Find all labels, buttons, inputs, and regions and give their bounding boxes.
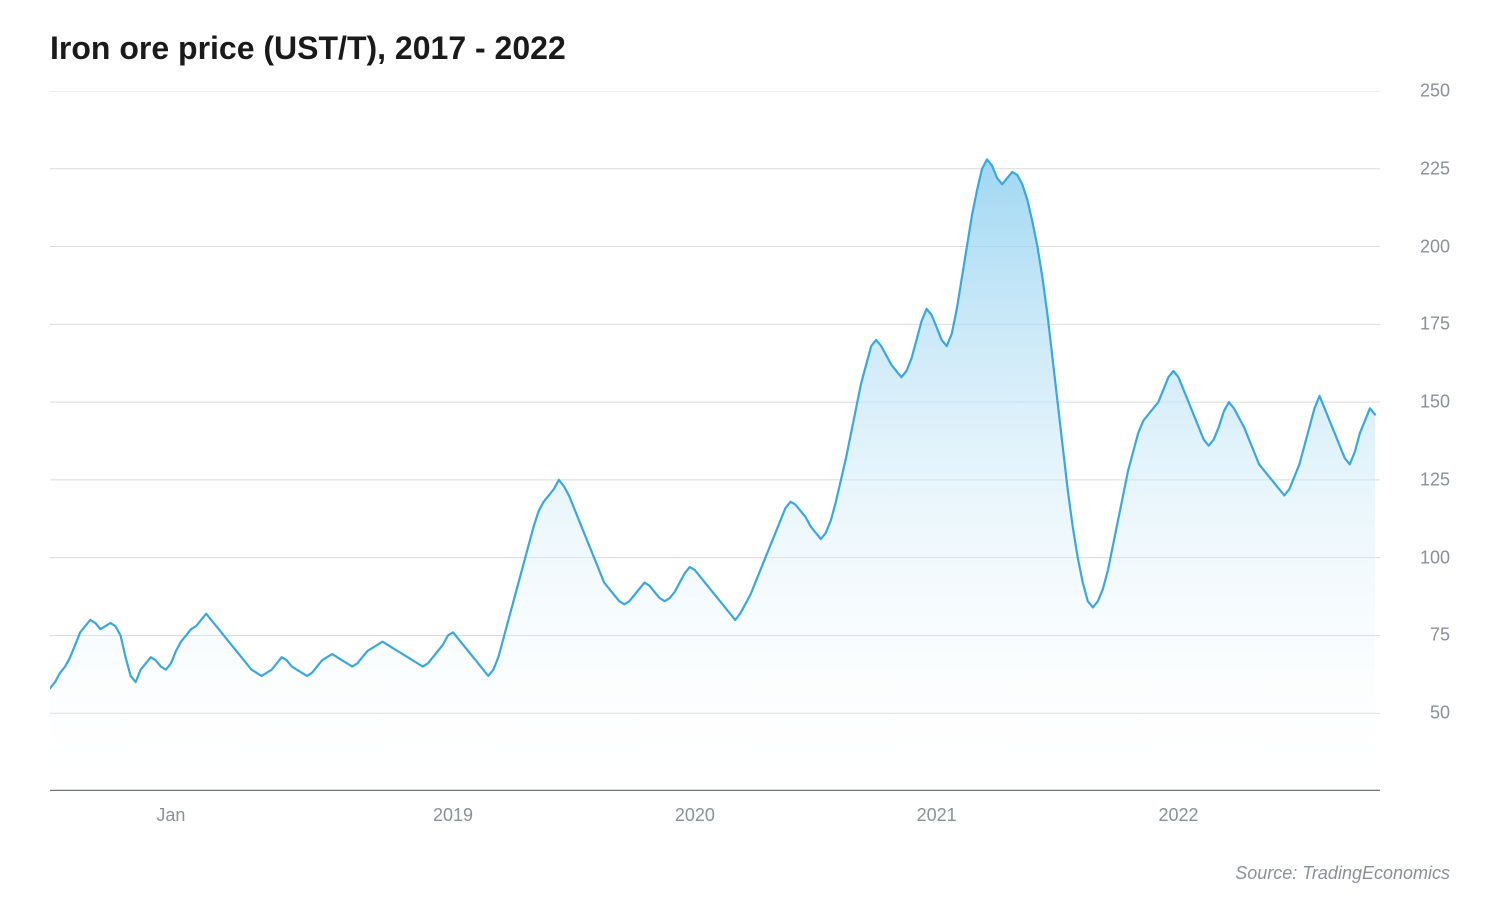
plot-area [50, 91, 1380, 791]
chart-title: Iron ore price (UST/T), 2017 - 2022 [50, 30, 1450, 67]
y-tick-label: 75 [1400, 625, 1450, 646]
chart-container: 5075100125150175200225250 Jan20192020202… [50, 91, 1450, 831]
x-tick-label: 2021 [917, 805, 957, 826]
source-attribution: Source: TradingEconomics [1235, 863, 1450, 884]
y-tick-label: 50 [1400, 703, 1450, 724]
x-tick-label: 2022 [1158, 805, 1198, 826]
x-tick-label: 2020 [675, 805, 715, 826]
price-area [50, 159, 1375, 791]
y-tick-label: 225 [1400, 158, 1450, 179]
y-axis: 5075100125150175200225250 [1390, 91, 1450, 791]
y-tick-label: 150 [1400, 392, 1450, 413]
y-tick-label: 250 [1400, 81, 1450, 102]
chart-svg [50, 91, 1380, 791]
x-tick-label: 2019 [433, 805, 473, 826]
y-tick-label: 100 [1400, 547, 1450, 568]
x-axis: Jan 2019 2020 2021 2022 [50, 791, 1380, 831]
y-tick-label: 175 [1400, 314, 1450, 335]
x-tick-label: Jan [156, 805, 185, 826]
y-tick-label: 200 [1400, 236, 1450, 257]
y-tick-label: 125 [1400, 469, 1450, 490]
